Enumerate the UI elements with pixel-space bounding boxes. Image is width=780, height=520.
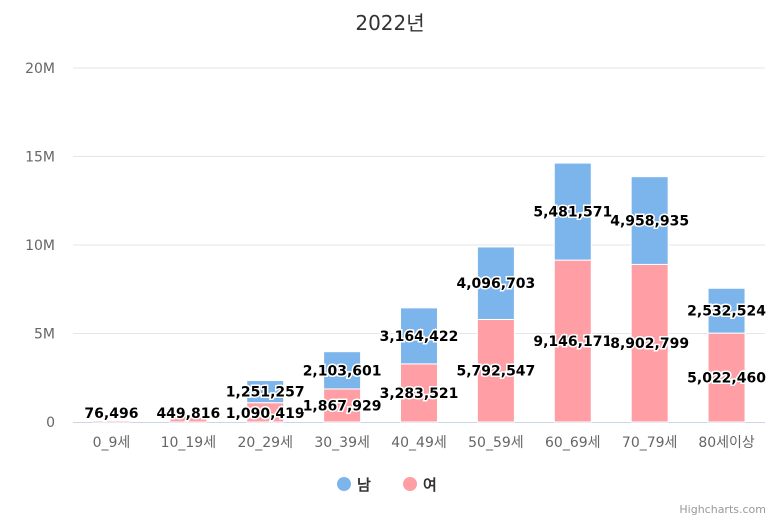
y-tick-label: 20M [25, 61, 55, 77]
bar-여-0_9세[interactable] [92, 420, 131, 423]
credits-link[interactable]: Highcharts.com [679, 503, 766, 516]
data-label: 8,902,799 [610, 336, 689, 352]
bar-남-20_29세[interactable] [246, 380, 285, 404]
data-label: 3,164,422 [380, 329, 459, 345]
data-label: 5,792,547 [456, 364, 535, 380]
data-label: 4,096,703 [456, 276, 535, 292]
x-tick-label: 80세이상 [698, 435, 755, 451]
data-label: 76,496 [84, 406, 138, 422]
x-tick-label: 60_69세 [545, 435, 601, 451]
data-label: 449,816 [156, 406, 220, 422]
bar-여-80세이상[interactable] [707, 332, 746, 423]
data-label: 2,532,524 [687, 304, 766, 320]
data-label: 2,103,601 [303, 363, 382, 379]
data-label: 4,958,935 [610, 214, 689, 230]
x-tick-label: 30_39세 [314, 435, 370, 451]
y-tick-label: 0 [46, 415, 55, 431]
x-tick-label: 40_49세 [391, 435, 447, 451]
bar-여-40_49세[interactable] [400, 363, 438, 423]
data-label: 1,090,419 [226, 406, 305, 422]
x-tick-label: 10_19세 [161, 435, 217, 451]
bar-여-50_59세[interactable] [476, 318, 515, 423]
x-tick-label: 70_79세 [622, 435, 678, 451]
data-label: 9,146,171 [533, 334, 612, 350]
x-tick-label: 50_59세 [468, 435, 524, 451]
data-label: 5,481,571 [533, 205, 612, 221]
legend-symbol [337, 477, 351, 491]
legend-label: 남 [357, 476, 371, 494]
data-label: 5,022,460 [687, 371, 766, 387]
legend-item-여[interactable]: 여 [403, 476, 437, 494]
legend-label: 여 [423, 476, 437, 494]
bar-남-60_69세[interactable] [553, 162, 592, 261]
x-tick-label: 20_29세 [237, 435, 293, 451]
bar-남-40_49세[interactable] [400, 307, 438, 365]
data-label: 1,867,929 [303, 398, 382, 414]
bar-남-50_59세[interactable] [476, 246, 515, 320]
y-tick-label: 15M [25, 150, 55, 166]
legend-item-남[interactable]: 남 [337, 476, 371, 494]
bar-여-10_19세[interactable] [169, 413, 208, 423]
y-tick-label: 5M [34, 327, 55, 343]
bar-남-30_39세[interactable] [323, 351, 362, 390]
chart-title: 2022년 [355, 11, 424, 35]
bar-남-80세이상[interactable] [707, 287, 746, 334]
x-tick-label: 0_9세 [93, 435, 131, 451]
data-label: 1,251,257 [226, 385, 305, 401]
bar-남-70_79세[interactable] [630, 176, 669, 265]
bar-여-70_79세[interactable] [630, 263, 669, 423]
legend-symbol [403, 477, 417, 491]
data-label: 3,283,521 [380, 386, 459, 402]
bar-여-60_69세[interactable] [553, 259, 592, 423]
y-tick-label: 10M [25, 238, 55, 254]
